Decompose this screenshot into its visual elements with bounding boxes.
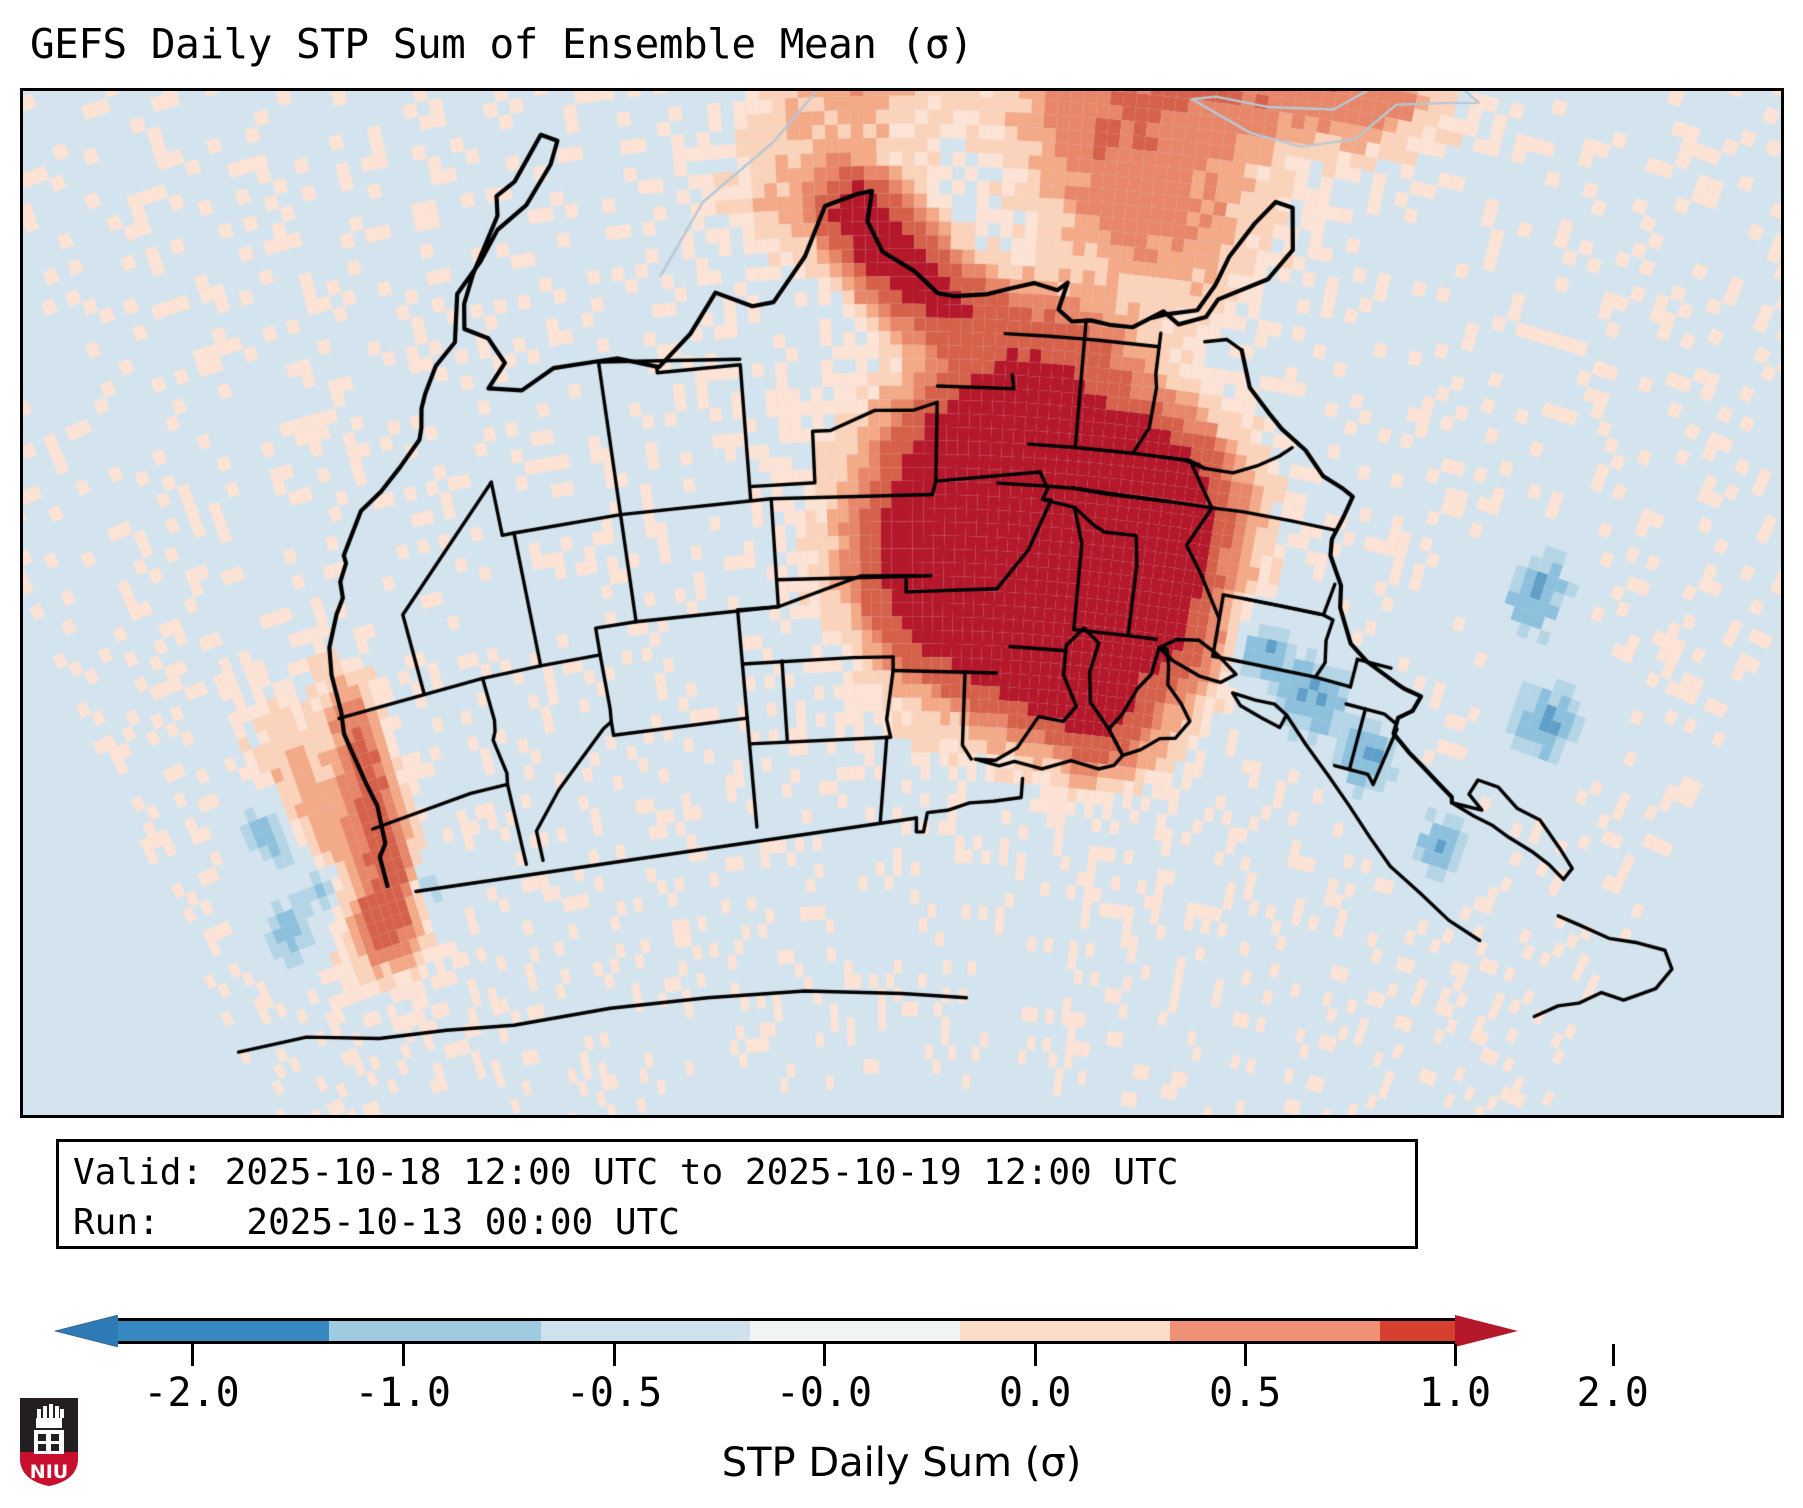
colorbar-tick — [1034, 1344, 1038, 1366]
colorbar-tick — [401, 1344, 405, 1366]
colorbar-under-arrow-icon — [55, 1315, 118, 1347]
colorbar-tick — [822, 1344, 826, 1366]
colorbar-segment-1 — [329, 1321, 541, 1341]
colorbar-tick-label: -2.0 — [143, 1370, 240, 1416]
colorbar-tick-label: -1.0 — [354, 1370, 451, 1416]
niu-logo-text: NIU — [30, 1461, 68, 1483]
colorbar-segment-5 — [1170, 1321, 1381, 1341]
colorbar: -2.0 -1.0 -0.5 -0.0 0.0 0.5 1.0 2.0 STP Daily S… — [0, 1315, 1803, 1508]
colorbar-tick-label: 0.5 — [1208, 1370, 1282, 1416]
colorbar-tick-label: 1.0 — [1418, 1370, 1492, 1416]
colorbar-gradient — [118, 1318, 1455, 1344]
niu-logo: NIU — [20, 1398, 78, 1486]
page-title: GEFS Daily STP Sum of Ensemble Mean (σ) — [30, 20, 974, 68]
colorbar-tick-label: -0.0 — [775, 1370, 873, 1416]
colorbar-segment-2 — [540, 1321, 751, 1341]
map-data-layer — [23, 91, 1781, 1115]
colorbar-tick — [1244, 1344, 1248, 1366]
colorbar-tick — [1611, 1344, 1615, 1366]
colorbar-tick-label: -0.5 — [565, 1370, 663, 1416]
colorbar-segment-3 — [750, 1321, 961, 1341]
colorbar-segment-4 — [960, 1321, 1171, 1341]
run-time-text: Run: 2025-10-13 00:00 UTC — [73, 1202, 680, 1243]
colorbar-over-arrow-icon — [1455, 1315, 1518, 1347]
colorbar-tick — [190, 1344, 194, 1366]
colorbar-segment-6 — [1380, 1321, 1455, 1341]
colorbar-tick — [1454, 1344, 1457, 1366]
colorbar-tick-label: 2.0 — [1576, 1370, 1649, 1416]
forecast-metadata-box: Valid: 2025-10-18 12:00 UTC to 2025-10-1… — [56, 1139, 1418, 1249]
colorbar-tick — [613, 1344, 617, 1366]
valid-time-text: Valid: 2025-10-18 12:00 UTC to 2025-10-1… — [73, 1152, 1179, 1193]
colorbar-axis-label: STP Daily Sum (σ) — [721, 1440, 1082, 1486]
colorbar-tick-label: 0.0 — [999, 1370, 1072, 1416]
colorbar-segment-0 — [118, 1321, 330, 1341]
map-plot-area — [20, 88, 1784, 1118]
